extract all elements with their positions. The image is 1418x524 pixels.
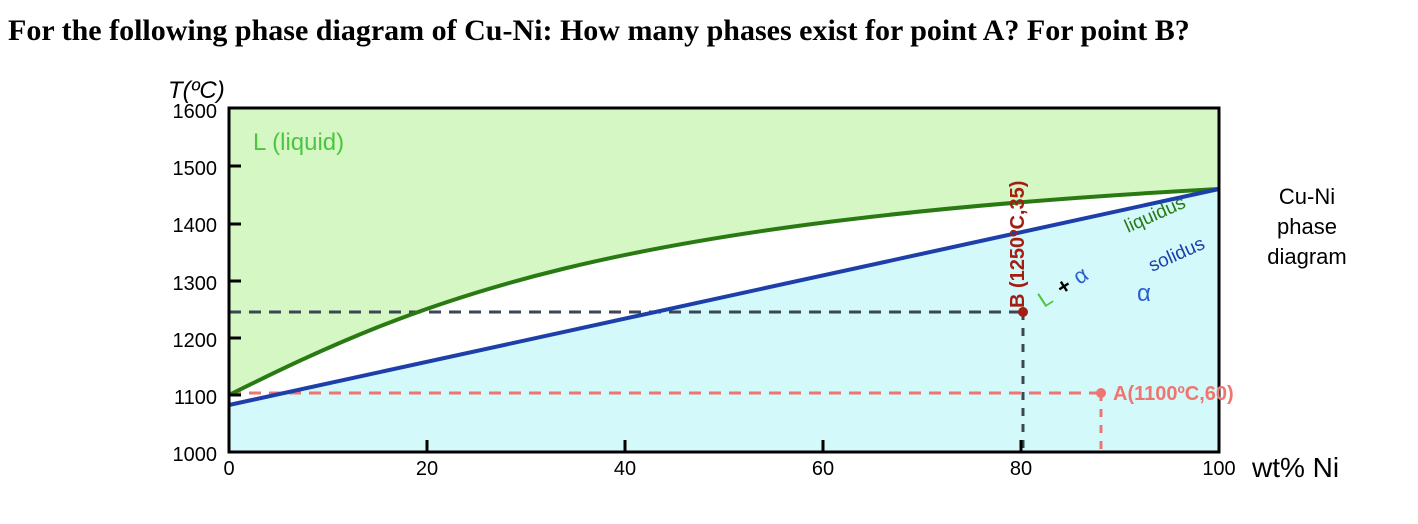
y-tick-label: 1600 — [173, 101, 218, 123]
x-tick-label: 20 — [416, 458, 438, 480]
x-axis-title: wt% Ni — [1251, 452, 1339, 483]
x-tick-label: 100 — [1202, 458, 1235, 480]
y-tick-label: 1300 — [173, 273, 218, 295]
point-a-label: A(1100ºC,60) — [1113, 383, 1234, 405]
y-axis-title: T(ºC) — [168, 77, 225, 104]
y-tick-label: 1500 — [173, 158, 218, 180]
point-b-marker — [1018, 307, 1028, 317]
caption-line: phase — [1277, 214, 1337, 239]
x-tick-label: 80 — [1010, 458, 1032, 480]
x-tick-label: 60 — [812, 458, 834, 480]
y-tick-label: 1400 — [173, 215, 218, 237]
alpha-region-label: α — [1137, 280, 1151, 307]
x-tick-label: 40 — [614, 458, 636, 480]
liquid-fill — [229, 108, 1219, 395]
liquidus-line — [228, 187, 1220, 397]
x-ticks — [425, 440, 1023, 452]
liquid-label: L (liquid) — [253, 129, 344, 156]
y-tick-label: 1100 — [174, 387, 217, 409]
alpha-region — [229, 189, 1219, 452]
caption-line: diagram — [1267, 244, 1346, 269]
solidus-line — [228, 187, 1220, 407]
y-ticks — [229, 106, 241, 397]
point-a-marker — [1096, 388, 1106, 398]
point-b-label: B (1250ºC,35) — [1007, 181, 1029, 308]
question-text: For the following phase diagram of Cu-Ni… — [8, 14, 1190, 47]
caption-line: Cu-Ni — [1279, 184, 1335, 209]
x-tick-label: 0 — [223, 458, 234, 480]
y-tick-label: 1200 — [173, 330, 218, 352]
y-tick-label: 1000 — [173, 444, 218, 466]
